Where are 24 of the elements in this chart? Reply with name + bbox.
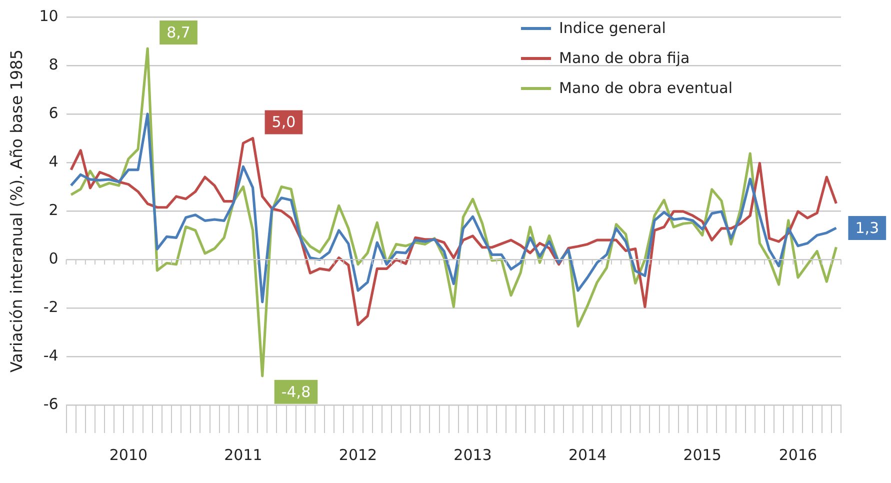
y-tick-label: 2 bbox=[48, 200, 58, 219]
data-label: 8,7 bbox=[166, 23, 190, 42]
y-tick-label: 6 bbox=[48, 104, 58, 122]
x-tick-label: 2013 bbox=[454, 446, 492, 464]
y-tick-label: -6 bbox=[43, 394, 58, 413]
x-tick-label: 2016 bbox=[778, 446, 818, 464]
legend-label: Mano de obra eventual bbox=[559, 79, 733, 97]
data-label: 1,3 bbox=[855, 218, 880, 237]
y-tick-label: 10 bbox=[39, 6, 58, 25]
data-label: -4,8 bbox=[281, 382, 311, 401]
y-tick-label: -2 bbox=[43, 298, 58, 316]
x-tick-label: 2015 bbox=[683, 446, 722, 464]
y-tick-label: 4 bbox=[48, 152, 58, 170]
y-axis-title: Variación interanual (%). Año base 1985 bbox=[6, 49, 26, 373]
y-tick-label: 8 bbox=[48, 55, 58, 74]
x-tick-label: 2010 bbox=[109, 446, 148, 464]
data-label: 5,0 bbox=[272, 113, 296, 132]
y-tick-label: -4 bbox=[43, 346, 58, 364]
y-tick-label: 0 bbox=[48, 249, 58, 268]
legend-label: Indice general bbox=[559, 19, 666, 37]
x-tick-label: 2011 bbox=[224, 446, 262, 464]
legend-label: Mano de obra fija bbox=[559, 49, 690, 67]
x-tick-label: 2014 bbox=[568, 446, 607, 464]
x-tick-label: 2012 bbox=[338, 446, 378, 464]
